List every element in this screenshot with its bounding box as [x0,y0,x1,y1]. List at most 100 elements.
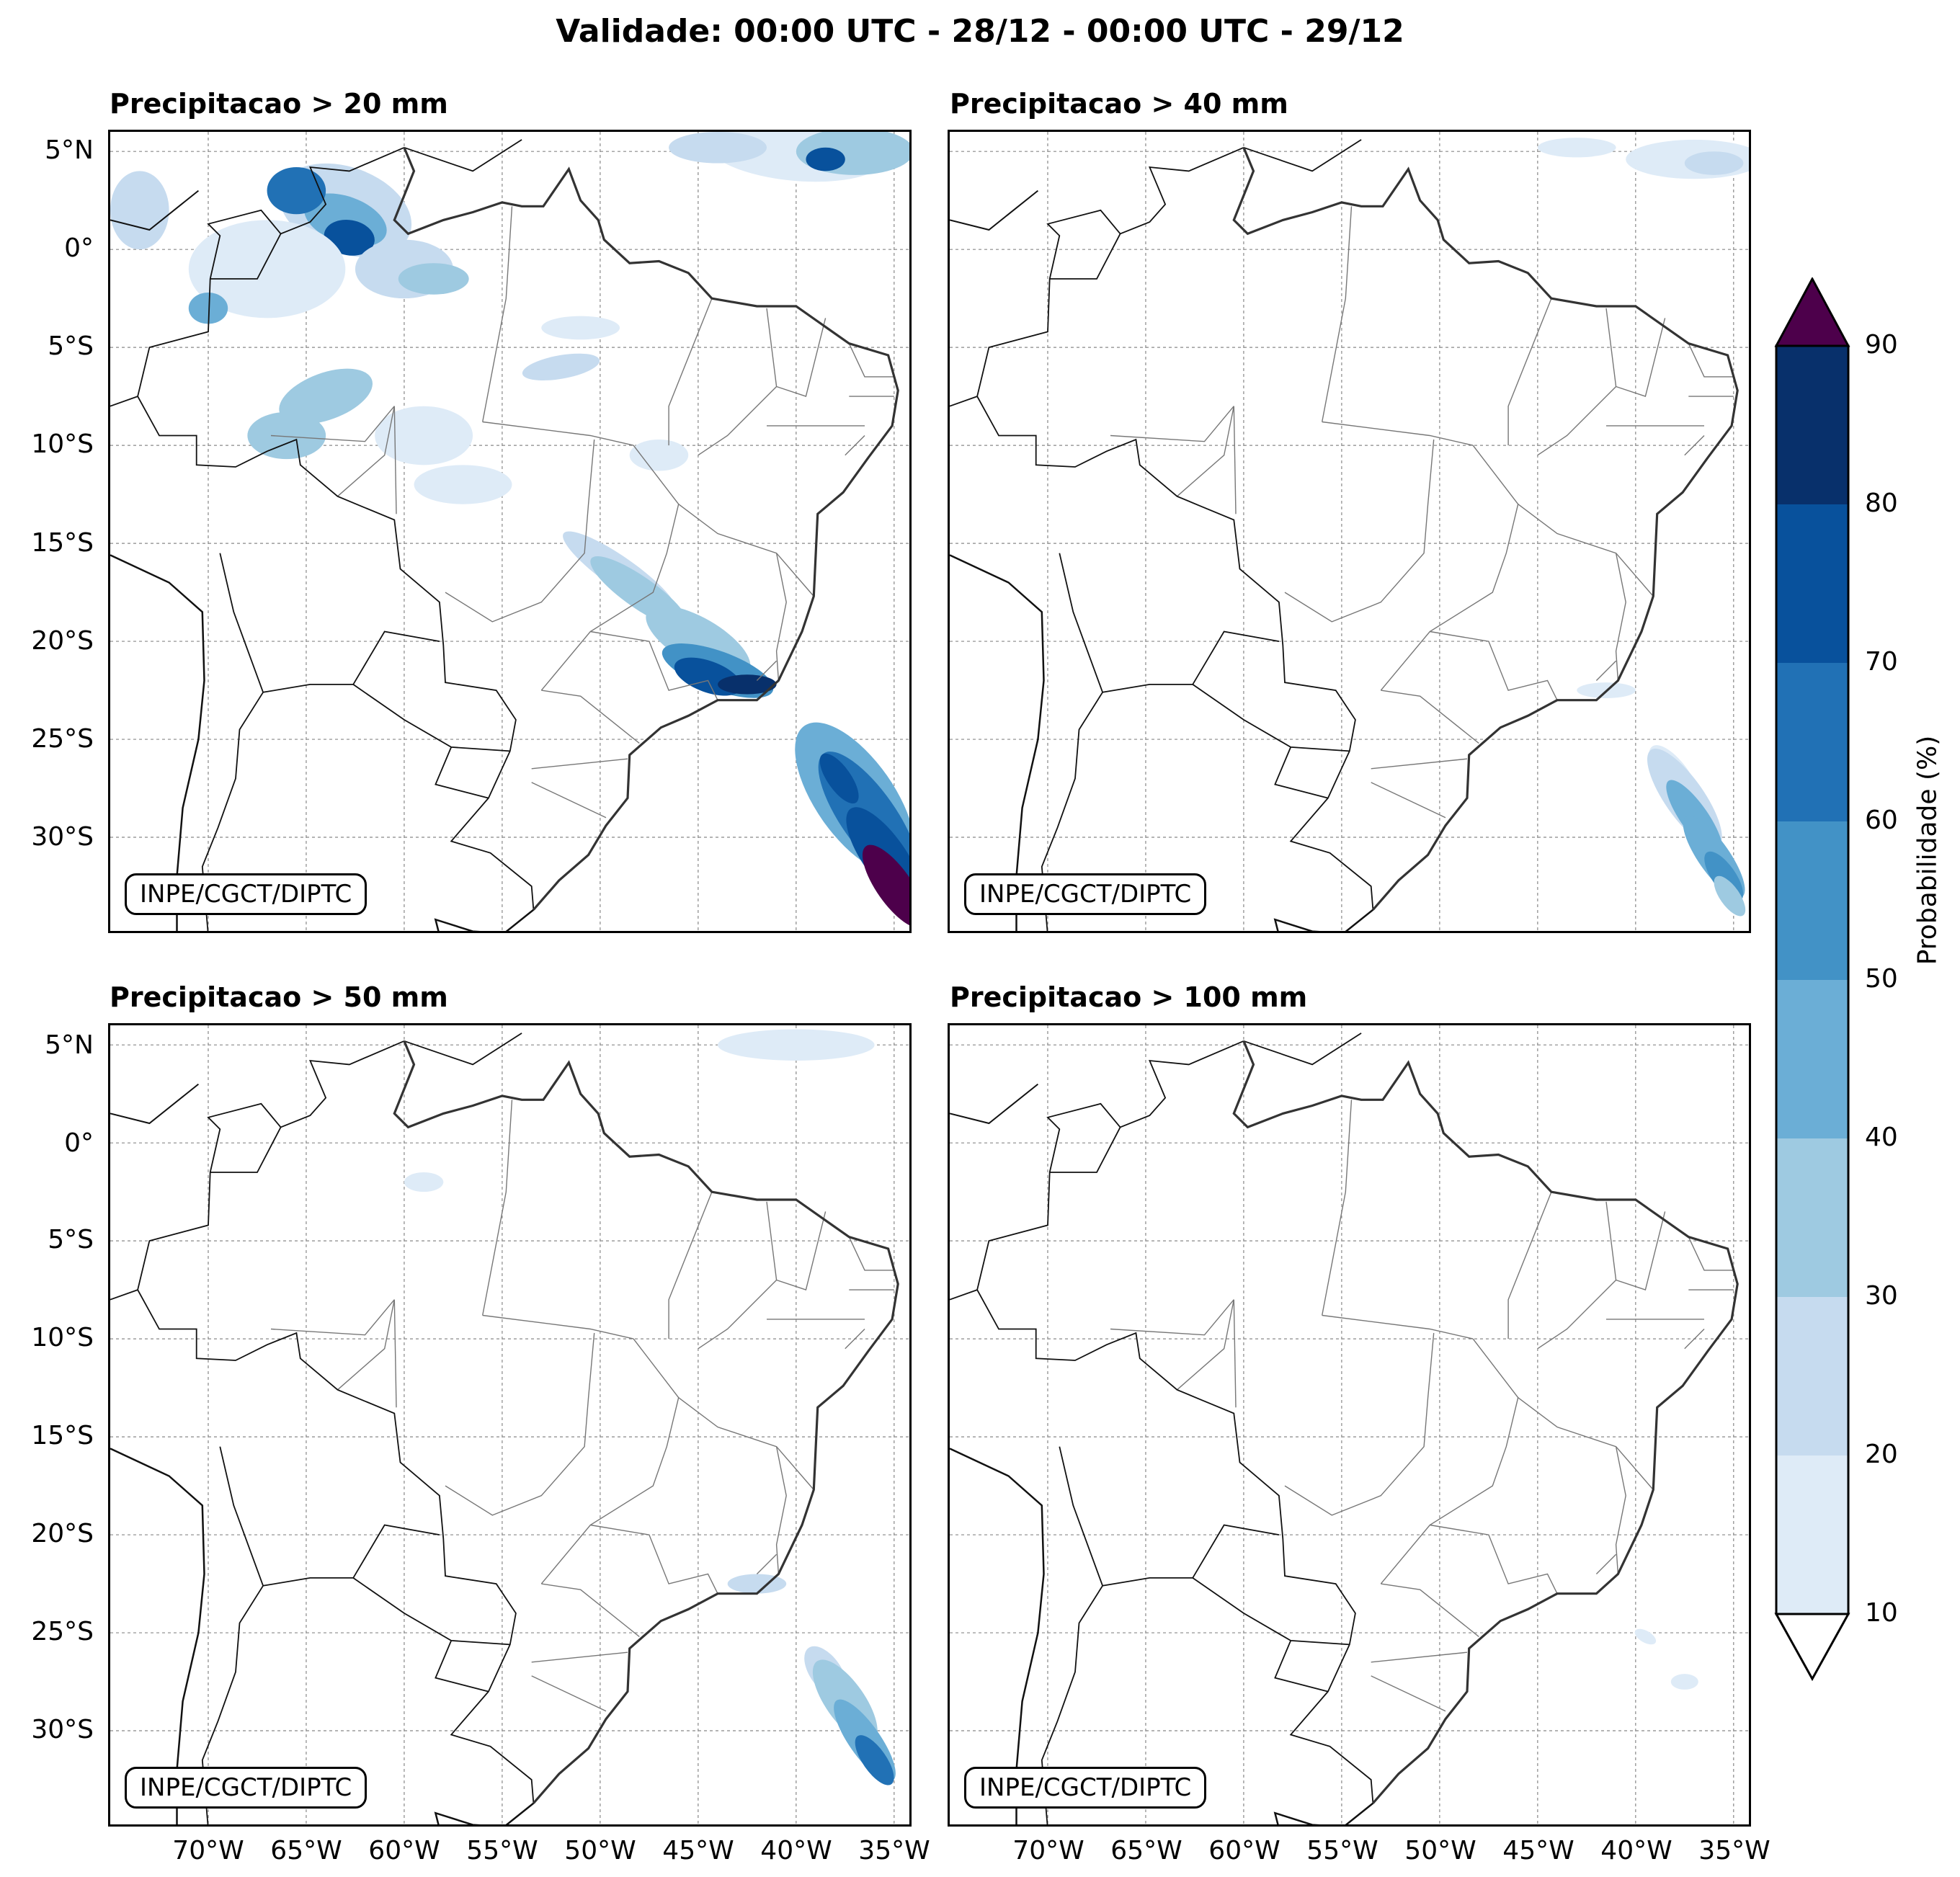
lon-tick: 70°W [172,1836,244,1865]
coastline [434,1802,535,1824]
country-border [1049,1126,1121,1173]
country-border [1192,1577,1350,1646]
country-border [950,1289,978,1301]
coastline [434,909,535,931]
coastline [950,554,1045,931]
state-boundary [393,1299,397,1408]
panel-title-40mm: Precipitacao > 40 mm [950,88,1288,120]
map-canvas [110,132,909,931]
state-boundary [337,406,395,497]
coastline [393,1040,899,1804]
lon-tick: 55°W [1306,1836,1378,1865]
colorbar-tick: 80 [1865,489,1898,518]
state-boundary [1430,630,1558,701]
country-border [435,1640,489,1693]
colorbar-tick: 40 [1865,1123,1898,1152]
country-border [1243,1033,1362,1066]
credit-badge: INPE/CGCT/DIPTC [964,873,1207,915]
state-boundary [1537,308,1617,456]
state-boundary [541,1583,640,1638]
country-border [219,553,440,693]
country-border [435,746,489,799]
state-boundary [270,1299,395,1336]
country-border [1059,1446,1280,1587]
state-boundary [678,1397,814,1490]
figure-title: Validade: 00:00 UTC - 28/12 - 00:00 UTC … [556,13,1404,50]
credit-badge: INPE/CGCT/DIPTC [964,1767,1207,1809]
country-border [110,396,138,407]
probability-area [718,1029,875,1061]
state-boundary [1233,1299,1237,1408]
probability-area [629,439,689,471]
state-boundary [1380,1338,1519,1584]
colorbar-under-extension [1774,1613,1850,1682]
colorbar-tick: 70 [1865,647,1898,677]
state-boundary [445,439,595,623]
coastline [110,1448,205,1824]
colorbar-tick: 50 [1865,964,1898,994]
state-boundary [1371,782,1446,819]
country-border [1049,233,1121,280]
colorbar-segment [1776,346,1848,504]
lon-tick: 65°W [1110,1836,1182,1865]
colorbar-segment [1776,1138,1848,1297]
state-boundary [1507,298,1552,446]
state-boundary [445,1332,595,1516]
probability-area [669,132,767,164]
country-border [1192,684,1350,752]
panel-title-50mm: Precipitacao > 50 mm [110,981,448,1013]
probability-area [279,368,373,424]
state-boundary [590,1524,718,1595]
state-boundary [845,435,865,456]
lon-tick: 55°W [466,1836,538,1865]
probability-area [404,1172,444,1192]
state-boundary [1518,504,1654,597]
map-panel-100mm: INPE/CGCT/DIPTC [948,1023,1751,1827]
country-border [1243,139,1362,172]
state-boundary [1322,1100,1353,1316]
lat-tick: 0° [64,1128,94,1158]
state-boundary [1615,553,1626,681]
state-boundary [482,421,634,446]
state-boundary [1371,1675,1446,1712]
map-panel-40mm: INPE/CGCT/DIPTC [948,130,1751,933]
probability-area [806,147,845,171]
lon-tick: 35°W [1698,1836,1770,1865]
state-boundary [1322,206,1353,422]
coastline [110,554,205,931]
probability-area [819,753,859,804]
state-boundary [848,1236,894,1271]
map-canvas [110,1025,909,1824]
state-boundary [531,782,607,819]
state-boundary [678,504,814,597]
map-panel-20mm: INPE/CGCT/DIPTC [108,130,912,933]
colorbar-segment [1776,1297,1848,1455]
map-canvas [950,1025,1749,1824]
country-border [1059,553,1280,693]
country-border [404,1033,522,1066]
lat-tick: 10°S [31,1323,94,1352]
coastline [950,190,1039,231]
lat-tick: 20°S [31,626,94,656]
state-boundary [590,630,718,701]
state-boundary [1688,1236,1734,1271]
map-panel-50mm: INPE/CGCT/DIPTC [108,1023,912,1827]
country-border [219,1446,440,1587]
lat-tick: 15°S [31,528,94,558]
colorbar-tick: 10 [1865,1598,1898,1628]
state-boundary [1380,445,1519,691]
probability-area [718,674,777,695]
state-boundary [1284,439,1435,623]
state-boundary [756,660,778,681]
country-border [352,684,510,752]
lon-tick: 40°W [1600,1836,1672,1865]
state-boundary [541,690,640,744]
lon-tick: 60°W [368,1836,440,1865]
probability-area [398,263,469,295]
state-boundary [698,1201,778,1350]
lon-tick: 50°W [1404,1836,1476,1865]
colorbar-segment [1776,1455,1848,1614]
state-boundary [531,1675,607,1712]
country-border [976,1040,1374,1804]
coastline [1273,909,1374,931]
